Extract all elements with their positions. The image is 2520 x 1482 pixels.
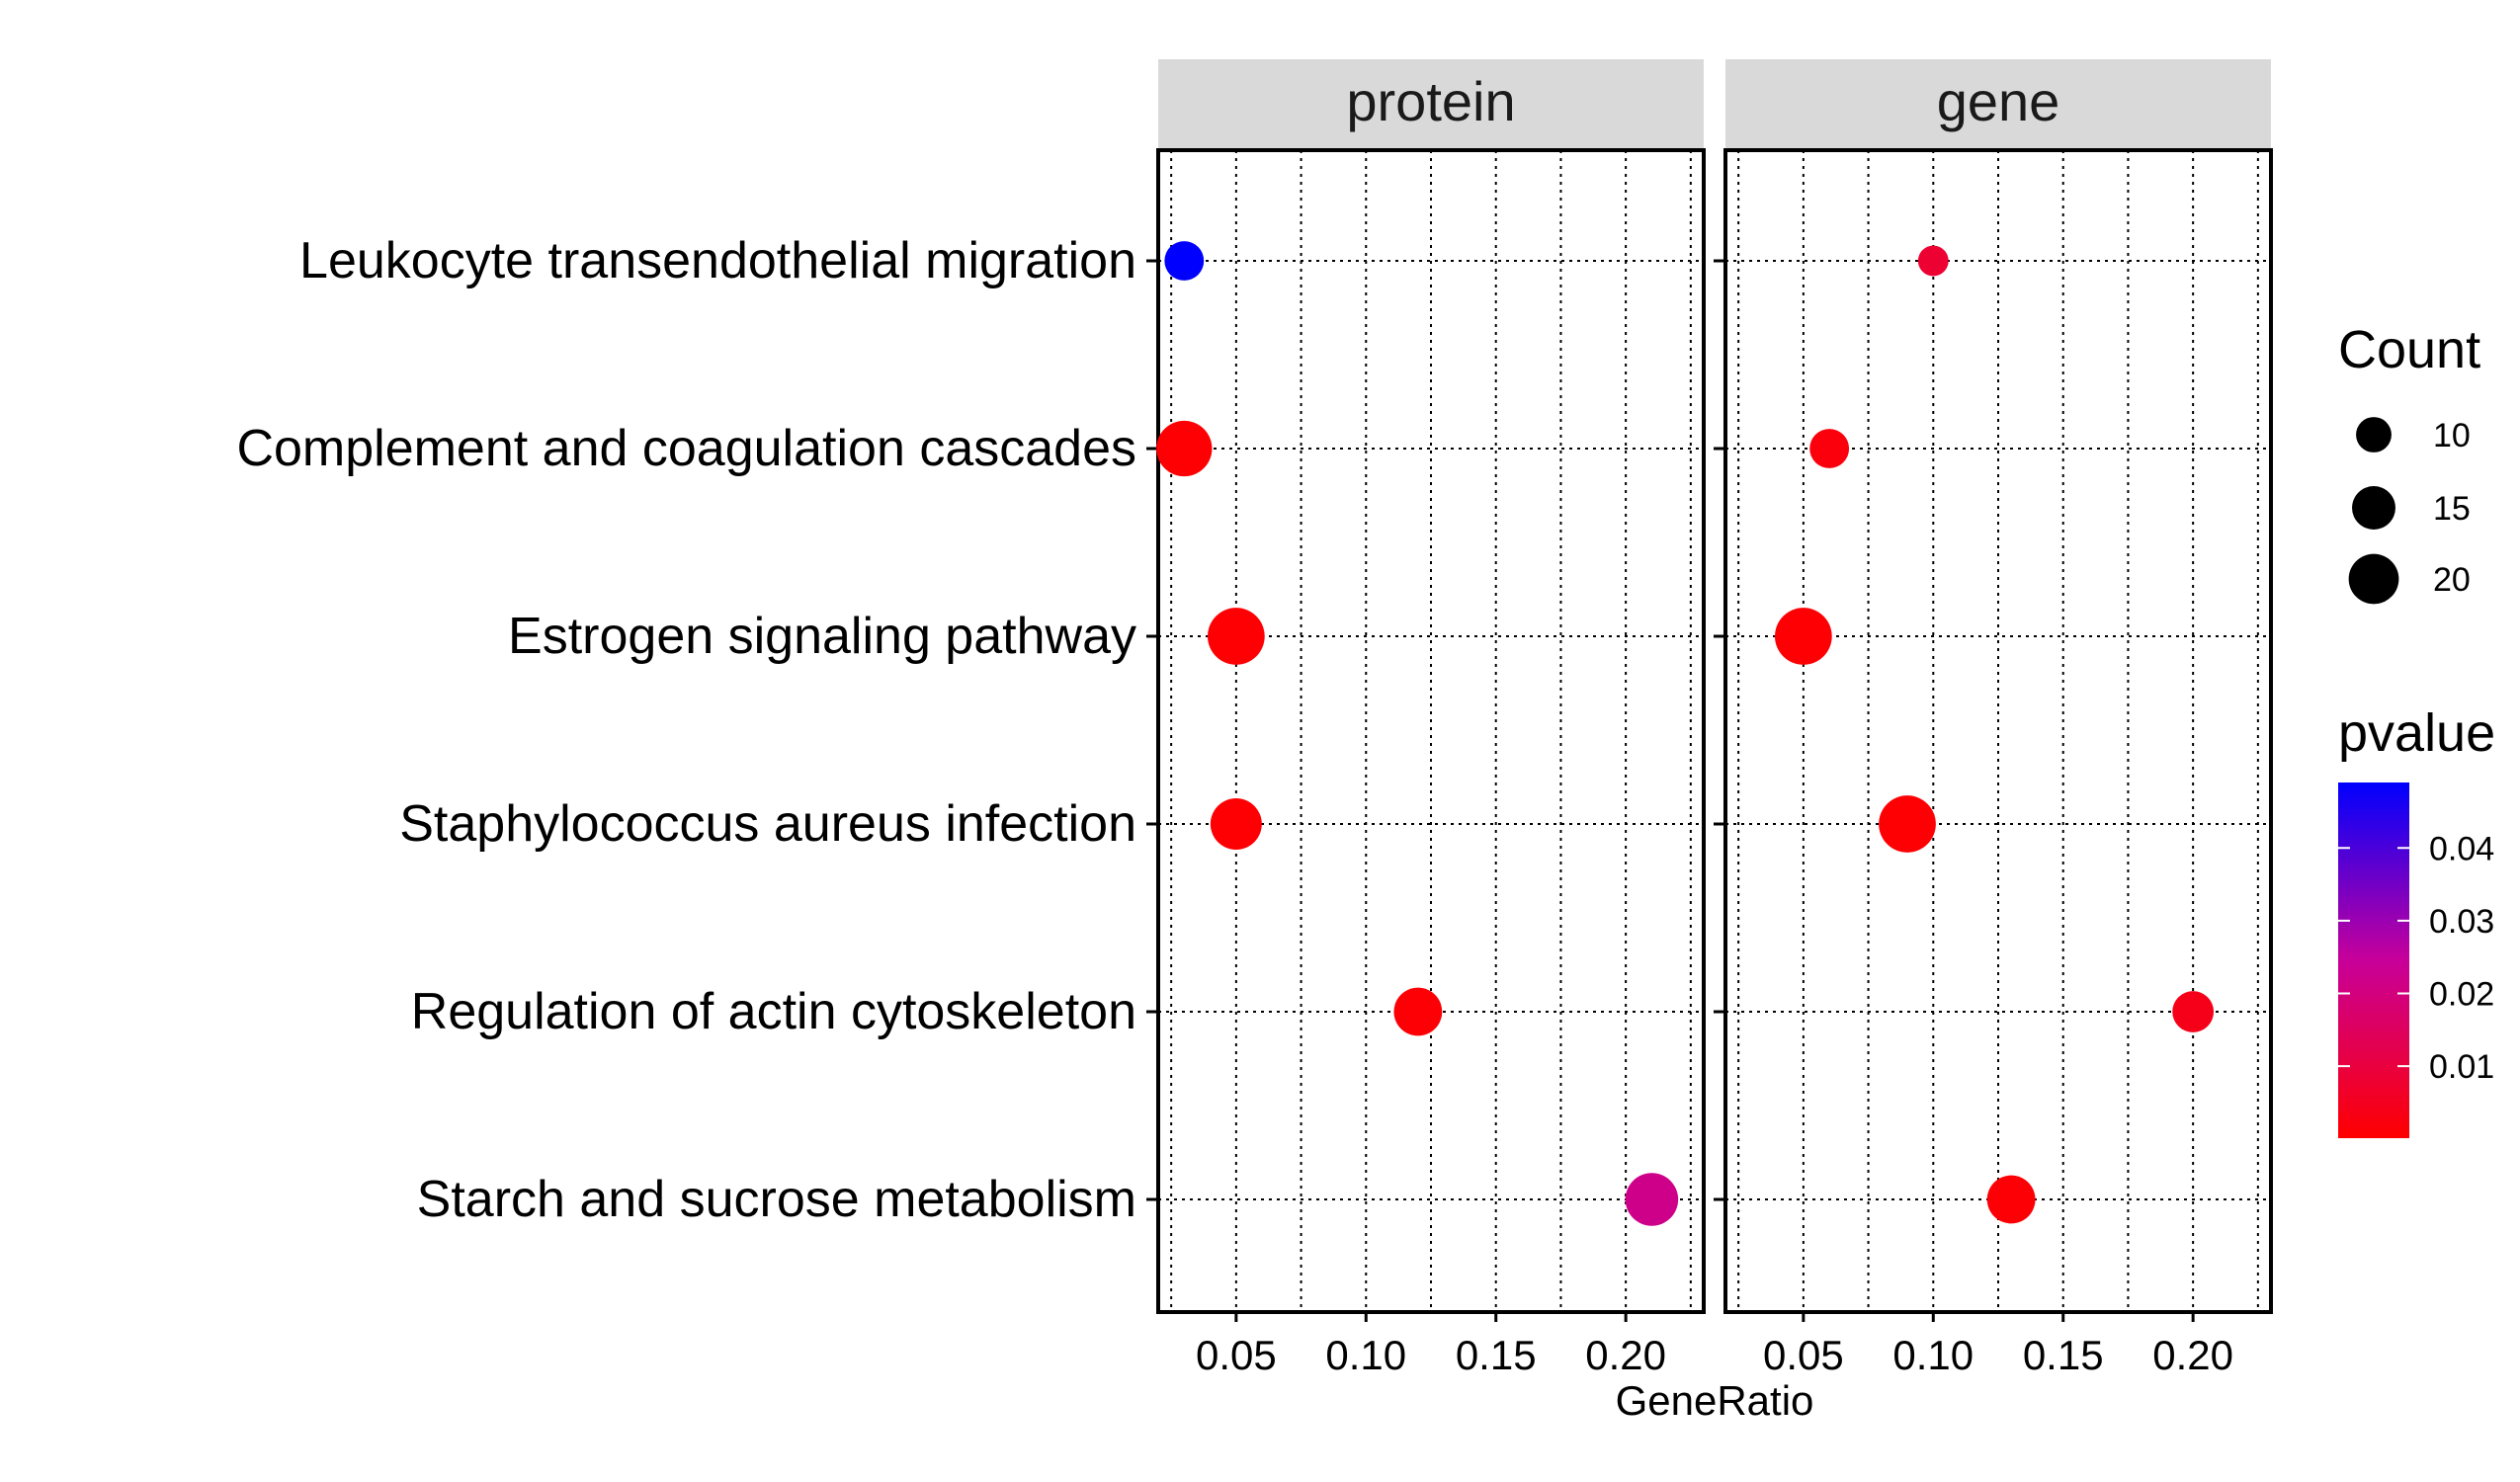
size-legend-key: [2356, 417, 2392, 453]
size-legend-label: 20: [2433, 561, 2471, 599]
x-tick-label: 0.15: [1456, 1332, 1537, 1378]
facet-panel-protein: protein 0.05 0.10 0.15 0.20: [1146, 59, 1706, 1378]
x-tick-label: 0.05: [1763, 1332, 1844, 1378]
color-legend-label: 0.01: [2429, 1048, 2494, 1086]
size-legend-label: 10: [2433, 417, 2471, 454]
category-label-complement-and-coagulation-cascades: Complement and coagulation cascades: [236, 420, 1136, 477]
data-point-gene-estrogen-signaling-pathway: [1774, 608, 1832, 665]
color-legend-label: 0.03: [2429, 903, 2494, 941]
x-tick-label: 0.20: [1585, 1332, 1666, 1378]
x-axis-title: GeneRatio: [1616, 1377, 1814, 1424]
category-label-leukocyte-transendothelial-migration: Leukocyte transendothelial migration: [299, 232, 1136, 289]
category-axis: Leukocyte transendothelial migration Comp…: [236, 232, 1136, 1228]
facet-strip-protein: [1158, 59, 1704, 150]
category-label-regulation-of-actin-cytoskeleton: Regulation of actin cytoskeleton: [411, 983, 1136, 1040]
color-legend-label: 0.04: [2429, 830, 2494, 867]
data-point-gene-regulation-of-actin-cytoskeleton: [2172, 991, 2215, 1032]
data-point-protein-leukocyte-transendothelial-migration: [1164, 241, 1205, 281]
data-point-gene-leukocyte-transendothelial-migration: [1917, 245, 1949, 277]
x-tick-label: 0.10: [1325, 1332, 1406, 1378]
data-point-protein-regulation-of-actin-cytoskeleton: [1393, 987, 1443, 1036]
category-label-estrogen-signaling-pathway: Estrogen signaling pathway: [508, 608, 1136, 665]
x-tick-label: 0.10: [1892, 1332, 1974, 1378]
color-legend-title: pvalue: [2338, 703, 2495, 763]
size-legend-label: 15: [2433, 490, 2471, 528]
category-label-staphylococcus-aureus-infection: Staphylococcus aureus infection: [399, 795, 1136, 853]
x-tick-label: 0.15: [2023, 1332, 2104, 1378]
size-legend-title: Count: [2338, 320, 2480, 379]
facet-strip-label-protein: protein: [1346, 70, 1515, 132]
category-label-starch-and-sucrose-metabolism: Starch and sucrose metabolism: [417, 1171, 1136, 1228]
x-tick-label: 0.20: [2152, 1332, 2233, 1378]
data-point-gene-staphylococcus-aureus-infection: [1879, 795, 1936, 853]
color-legend-label: 0.02: [2429, 975, 2494, 1013]
facet-strip-label-gene: gene: [1937, 70, 2060, 132]
facet-panel-gene: gene 0.05 0.10 0.15 0.20: [1714, 59, 2273, 1378]
data-point-gene-starch-and-sucrose-metabolism: [1986, 1175, 2036, 1224]
data-point-protein-staphylococcus-aureus-infection: [1210, 798, 1262, 850]
data-point-protein-complement-and-coagulation-cascades: [1156, 420, 1213, 477]
facet-strip-gene: [1725, 59, 2271, 150]
data-point-protein-starch-and-sucrose-metabolism: [1625, 1173, 1679, 1226]
x-tick-label: 0.05: [1196, 1332, 1277, 1378]
size-legend-key: [2348, 553, 2399, 605]
size-legend: Count 10 15 20: [2338, 320, 2480, 605]
data-point-protein-estrogen-signaling-pathway: [1207, 608, 1265, 665]
size-legend-key: [2352, 486, 2395, 530]
panel-border: [1723, 148, 2273, 1314]
pvalue-colorbar: [2338, 782, 2409, 1138]
color-legend: pvalue 0.01 0.02 0.03 0.04: [2338, 703, 2495, 1138]
panel-border: [1156, 148, 1706, 1314]
data-point-gene-complement-and-coagulation-cascades: [1809, 429, 1850, 468]
